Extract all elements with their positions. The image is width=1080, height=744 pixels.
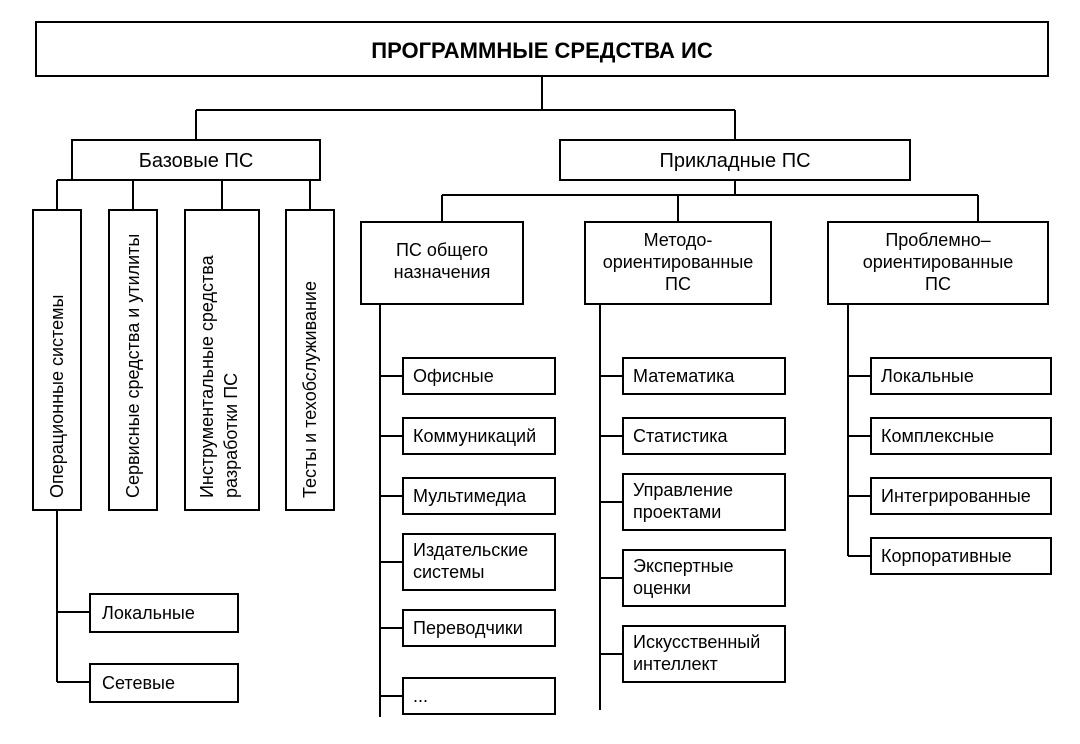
- gen-lab-2: Мультимедиа: [413, 486, 527, 506]
- problem-l2: ориентированные: [863, 252, 1014, 272]
- met-lab-2a: Управление: [633, 480, 733, 500]
- met-lab-4b: интеллект: [633, 654, 718, 674]
- met-lab-1: Статистика: [633, 426, 729, 446]
- method-l3: ПС: [665, 274, 691, 294]
- basic-label: Базовые ПС: [139, 150, 254, 172]
- met-lab-0: Математика: [633, 366, 735, 386]
- gen-lab-4: Переводчики: [413, 618, 523, 638]
- applied-label: Прикладные ПС: [659, 150, 810, 172]
- met-lab-3b: оценки: [633, 578, 691, 598]
- gen-lab-0: Офисные: [413, 366, 494, 386]
- general-l1: ПС общего: [396, 240, 488, 260]
- gen-lab-1: Коммуникаций: [413, 426, 536, 446]
- method-l1: Методо-: [644, 230, 713, 250]
- problem-l1: Проблемно–: [885, 230, 990, 250]
- os-label: Операционные системы: [47, 295, 67, 498]
- gen-lab-3b: системы: [413, 562, 484, 582]
- prb-lab-0: Локальные: [881, 366, 974, 386]
- tests-label: Тесты и техобслуживание: [300, 281, 320, 498]
- met-lab-2b: проектами: [633, 502, 721, 522]
- root-label: ПРОГРАММНЫЕ СРЕДСТВА ИС: [371, 38, 713, 63]
- gen-lab-5: ...: [413, 686, 428, 706]
- tools-label-1: Инструментальные средства: [197, 254, 217, 498]
- prb-lab-1: Комплексные: [881, 426, 994, 446]
- tools-label-2: разработки ПС: [221, 373, 241, 498]
- service-label: Сервисные средства и утилиты: [123, 234, 143, 498]
- diagram-root: ПРОГРАММНЫЕ СРЕДСТВА ИС Базовые ПС Прикл…: [0, 0, 1080, 744]
- prb-lab-2: Интегрированные: [881, 486, 1031, 506]
- met-lab-4a: Искусственный: [633, 632, 760, 652]
- problem-l3: ПС: [925, 274, 951, 294]
- prb-lab-3: Корпоративные: [881, 546, 1012, 566]
- method-l2: ориентированные: [603, 252, 754, 272]
- os-network-label: Сетевые: [102, 673, 175, 693]
- os-local-label: Локальные: [102, 603, 195, 623]
- gen-lab-3a: Издательские: [413, 540, 528, 560]
- general-l2: назначения: [394, 262, 491, 282]
- met-lab-3a: Экспертные: [633, 556, 734, 576]
